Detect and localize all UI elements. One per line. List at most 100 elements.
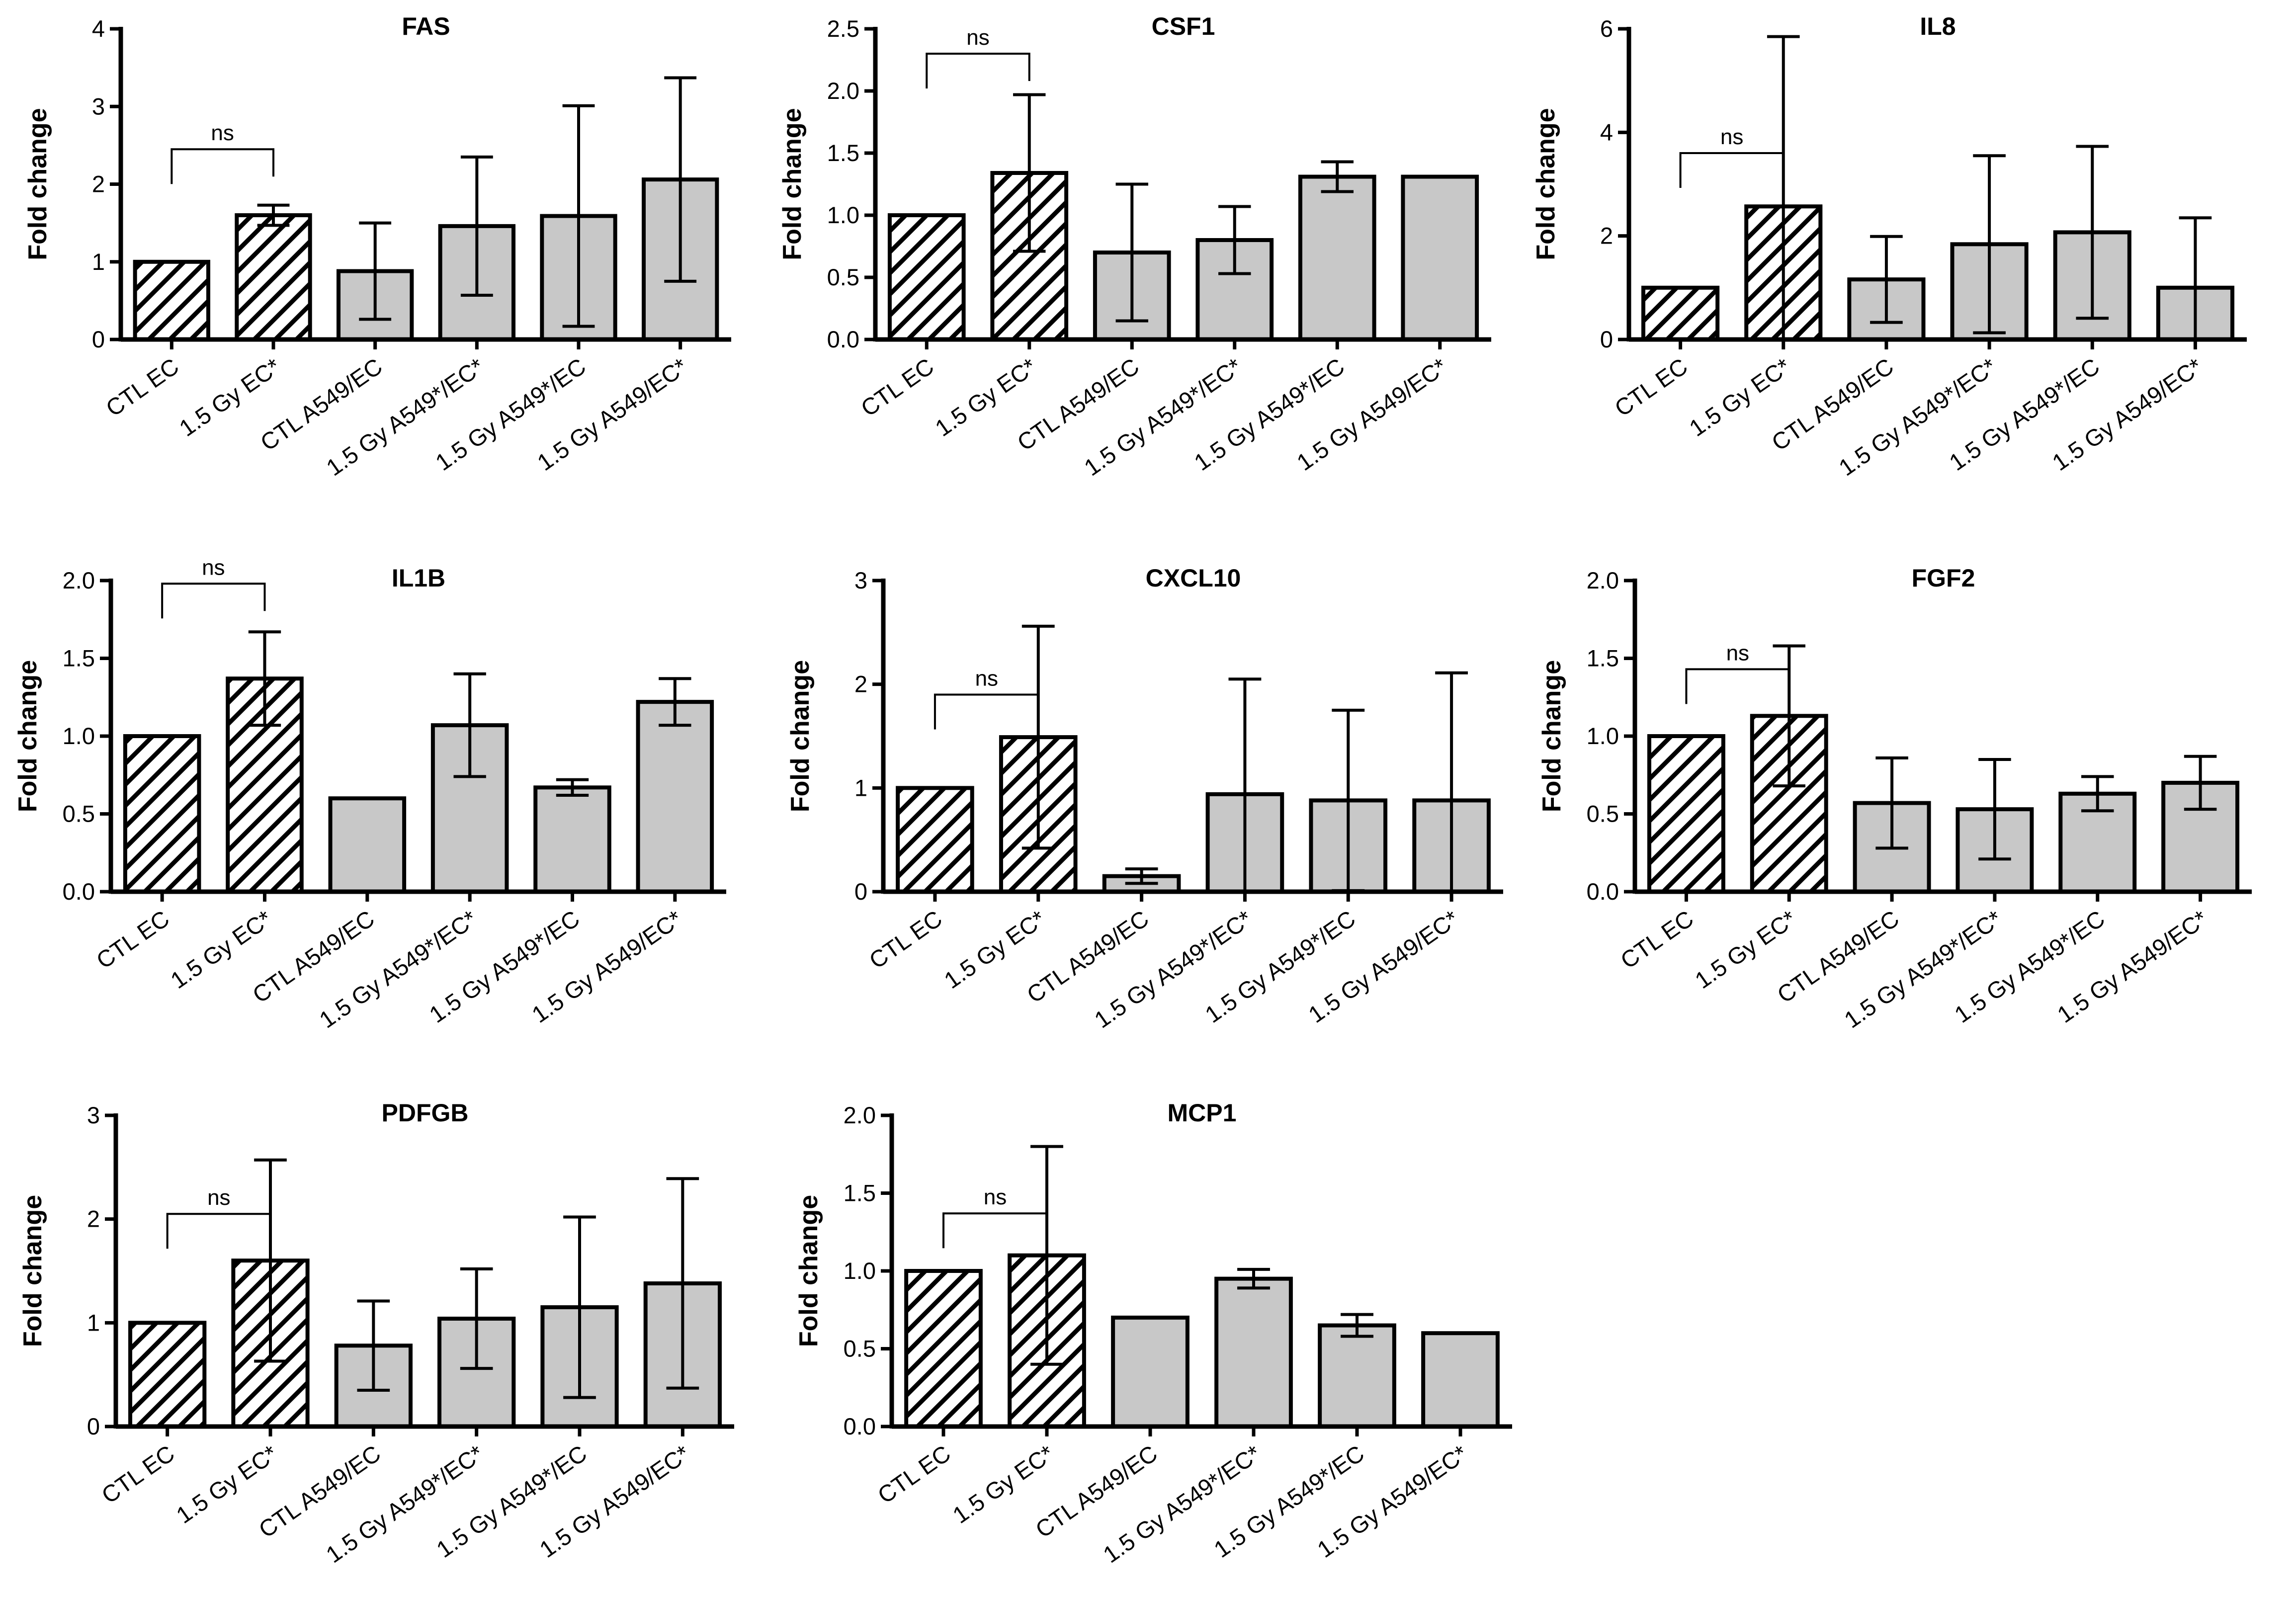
- significance-bracket: ns: [1685, 641, 1790, 704]
- y-tick-label: 0.5: [844, 1336, 876, 1362]
- bar-6: [1421, 1331, 1500, 1429]
- y-tick-label: 1: [92, 249, 105, 275]
- y-tick-label: 2: [1600, 223, 1613, 249]
- y-tick-label: 2: [92, 171, 105, 197]
- significance-bracket: ns: [926, 25, 1030, 88]
- y-tick-label: 0.0: [827, 326, 859, 352]
- error-bar-5: [1321, 160, 1354, 193]
- y-tick-label: 1.0: [63, 723, 95, 749]
- error-bar-5: [2081, 775, 2114, 813]
- bar-2: [235, 213, 312, 341]
- category-label: CTL EC: [1610, 353, 1692, 421]
- chart-title: PDFGB: [382, 1099, 469, 1127]
- error-bar-2: [248, 630, 281, 727]
- error-bar-2: [1013, 93, 1046, 253]
- significance-bracket: ns: [166, 1185, 271, 1249]
- significance-bracket: ns: [170, 121, 274, 184]
- bar-1: [123, 734, 201, 894]
- error-bar-3: [1125, 867, 1158, 885]
- significance-label: ns: [984, 1185, 1007, 1209]
- category-label: CTL EC: [856, 353, 938, 421]
- significance-label: ns: [202, 555, 225, 580]
- significance-label: ns: [966, 25, 989, 50]
- significance-bracket: ns: [161, 555, 266, 619]
- error-bar-2: [254, 1158, 287, 1363]
- y-tick-label: 0: [92, 326, 105, 352]
- error-bar-5: [1341, 1313, 1373, 1338]
- y-tick-label: 2.0: [1587, 567, 1619, 593]
- y-tick-label: 1: [854, 774, 867, 801]
- y-tick-label: 3: [92, 93, 105, 119]
- significance-label: ns: [975, 667, 998, 691]
- chart-title: IL8: [1920, 12, 1956, 40]
- chart-title: CSF1: [1152, 12, 1215, 40]
- error-bar-6: [659, 677, 691, 727]
- error-bar-3: [1870, 235, 1903, 324]
- y-tick-label: 0.5: [827, 264, 859, 290]
- category-label: CTL EC: [91, 905, 174, 974]
- category-label: CTL EC: [97, 1440, 179, 1509]
- error-bar-6: [664, 76, 697, 283]
- y-axis-label: Fold change: [23, 108, 52, 260]
- chart-title: IL1B: [392, 564, 445, 592]
- error-bar-5: [562, 104, 595, 328]
- error-bar-3: [1115, 182, 1148, 323]
- y-tick-label: 0.5: [63, 801, 95, 827]
- error-bar-6: [666, 1177, 699, 1390]
- y-tick-label: 0.5: [1587, 801, 1619, 827]
- error-bar-6: [2184, 755, 2217, 811]
- error-bar-3: [357, 1299, 390, 1392]
- y-axis-label: Fold change: [778, 108, 807, 260]
- error-bar-4: [1978, 757, 2011, 861]
- bar-1: [904, 1269, 983, 1429]
- error-bar-3: [1875, 756, 1908, 850]
- y-tick-label: 1: [87, 1309, 100, 1336]
- bar-1: [1641, 285, 1720, 341]
- y-axis-label: Fold change: [1531, 108, 1560, 260]
- y-tick-label: 0.0: [844, 1413, 876, 1439]
- bar-5: [533, 785, 611, 894]
- category-label: CTL EC: [1616, 905, 1698, 974]
- y-tick-label: 2: [87, 1206, 100, 1232]
- category-label: CTL EC: [101, 353, 183, 421]
- y-tick-label: 4: [1600, 119, 1613, 145]
- error-bar-5: [563, 1215, 596, 1399]
- y-axis-label: Fold change: [786, 660, 815, 812]
- bar-1: [1647, 734, 1725, 894]
- y-tick-label: 2.5: [827, 15, 859, 42]
- significance-label: ns: [211, 121, 234, 145]
- chart-title: CXCL10: [1146, 564, 1241, 592]
- y-axis-label: Fold change: [794, 1195, 823, 1347]
- error-bar-4: [1973, 154, 2006, 335]
- chart-title: FGF2: [1912, 564, 1975, 592]
- y-tick-label: 3: [854, 567, 867, 593]
- y-tick-label: 2: [854, 671, 867, 697]
- category-label: CTL EC: [864, 905, 947, 974]
- significance-bracket: ns: [942, 1185, 1048, 1249]
- significance-bracket: ns: [1679, 125, 1785, 188]
- error-bar-4: [460, 155, 493, 297]
- chart-title: MCP1: [1168, 1099, 1237, 1127]
- error-bar-2: [1021, 624, 1055, 850]
- significance-bracket: ns: [934, 667, 1039, 730]
- error-bar-5: [556, 778, 589, 797]
- chart-title: FAS: [402, 12, 450, 40]
- y-tick-label: 6: [1600, 15, 1613, 42]
- y-tick-label: 0: [854, 878, 867, 905]
- bar-5: [1298, 174, 1376, 341]
- bar-5: [1318, 1323, 1396, 1429]
- bar-3: [328, 796, 407, 894]
- y-tick-label: 2.0: [844, 1102, 876, 1128]
- error-bar-4: [1237, 1267, 1270, 1290]
- y-tick-label: 1.0: [844, 1258, 876, 1284]
- y-tick-label: 2.0: [827, 78, 859, 104]
- y-tick-label: 1.0: [827, 202, 859, 228]
- y-tick-label: 1.5: [827, 140, 859, 166]
